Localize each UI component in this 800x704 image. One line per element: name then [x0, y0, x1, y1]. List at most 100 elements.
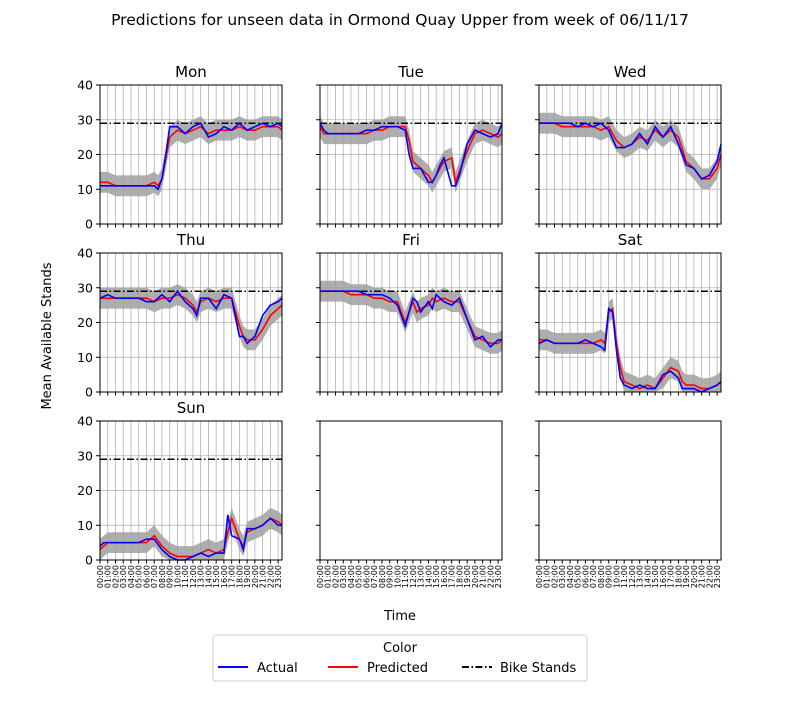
x-tick-label: 08:00 — [597, 565, 606, 588]
x-tick-label: 16:00 — [659, 565, 668, 588]
y-tick-label: 40 — [77, 246, 93, 261]
x-tick-label: 03:00 — [339, 565, 348, 588]
actual-series-line — [99, 514, 282, 561]
actual-series-line — [319, 122, 503, 187]
uncertainty-band — [100, 507, 282, 560]
uncertainty-band — [539, 112, 721, 190]
actual-series-line — [538, 306, 722, 393]
x-tick-label: 12:00 — [628, 565, 637, 588]
x-tick-label: 19:00 — [463, 565, 472, 588]
x-tick-label: 14:00 — [643, 565, 652, 588]
y-tick-label: 20 — [77, 147, 93, 162]
x-tick-label: 08:00 — [158, 565, 167, 588]
x-tick-label: 21:00 — [698, 565, 707, 588]
subplot-title: Mon — [175, 63, 207, 81]
x-tick-label: 03:00 — [558, 565, 567, 588]
x-tick-label: 04:00 — [347, 565, 356, 588]
x-tick-label: 04:00 — [566, 565, 575, 588]
x-tick-label: 22:00 — [266, 565, 275, 588]
x-tick-label: 05:00 — [355, 565, 364, 588]
x-tick-label: 11:00 — [620, 565, 629, 588]
subplot-grid: 0 10 20 30 40 Mon Tue Wed 0 10 20 30 40 Thu Fri Sat 0 10 2… — [77, 63, 722, 588]
x-tick-label: 20:00 — [251, 565, 260, 588]
subplot-title: Thu — [176, 231, 205, 249]
y-tick-label: 10 — [77, 518, 93, 533]
actual-series-line — [99, 289, 283, 345]
x-tick-label: 07:00 — [370, 565, 379, 588]
x-tick-label: 11:00 — [181, 565, 190, 588]
x-tick-label: 17:00 — [667, 565, 676, 588]
x-tick-label: 13:00 — [636, 565, 645, 588]
x-tick-label: 18:00 — [235, 565, 244, 588]
plot-frame — [319, 420, 503, 561]
x-tick-label: 20:00 — [690, 565, 699, 588]
subplot-panel: Fri — [316, 231, 503, 396]
actual-series-line — [539, 122, 722, 180]
subplot-panel: 0 10 20 30 40 Mon — [77, 63, 283, 232]
x-tick-label: 01:00 — [324, 565, 333, 588]
x-tick-label: 20:00 — [471, 565, 480, 588]
x-tick-label: 17:00 — [228, 565, 237, 588]
x-tick-label: 17:00 — [448, 565, 457, 588]
x-tick-label: 09:00 — [605, 565, 614, 588]
x-tick-label: 00:00 — [535, 565, 544, 588]
x-tick-label: 16:00 — [220, 565, 229, 588]
y-tick-label: 40 — [77, 414, 93, 429]
x-tick-label: 06:00 — [581, 565, 590, 588]
x-tick-label: 08:00 — [378, 565, 387, 588]
y-tick-label: 0 — [85, 385, 93, 400]
x-tick-label: 13:00 — [197, 565, 206, 588]
x-tick-label: 02:00 — [111, 565, 120, 588]
y-axis-label: Mean Available Stands — [40, 262, 55, 409]
x-tick-label: 05:00 — [135, 565, 144, 588]
actual-series-line — [100, 122, 283, 191]
x-tick-label: 14:00 — [204, 565, 213, 588]
x-tick-label: 01:00 — [104, 565, 113, 588]
x-tick-label: 22:00 — [486, 565, 495, 588]
subplot-panel: 0 10 20 30 40 Thu — [77, 231, 283, 400]
x-tick-label: 07:00 — [589, 565, 598, 588]
subplot-title: Sat — [618, 231, 643, 249]
x-tick-label: 00:00 — [316, 565, 325, 588]
plot-frame — [538, 420, 722, 561]
y-tick-label: 40 — [77, 78, 93, 93]
x-tick-label: 05:00 — [574, 565, 583, 588]
x-tick-label: 14:00 — [424, 565, 433, 588]
x-tick-label: 09:00 — [386, 565, 395, 588]
x-tick-label: 10:00 — [612, 565, 621, 588]
x-tick-label: 10:00 — [393, 565, 402, 588]
actual-series-line — [320, 290, 502, 349]
legend-predicted-label: Predicted — [367, 661, 428, 676]
x-tick-label: 12:00 — [189, 565, 198, 588]
legend-frame — [212, 634, 588, 682]
x-tick-label: 10:00 — [173, 565, 182, 588]
x-axis-label: Time — [383, 609, 416, 624]
x-tick-label: 18:00 — [674, 565, 683, 588]
x-tick-label: 18:00 — [455, 565, 464, 588]
x-tick-label: 06:00 — [362, 565, 371, 588]
x-tick-label: 19:00 — [682, 565, 691, 588]
uncertainty-band — [100, 116, 282, 197]
x-tick-label: 00:00 — [96, 565, 105, 588]
x-tick-label: 23:00 — [713, 565, 722, 588]
uncertainty-band — [320, 280, 502, 354]
chart-title: Predictions for unseen data in Ormond Qu… — [111, 11, 689, 29]
x-tick-label: 03:00 — [119, 565, 128, 588]
x-tick-label: 02:00 — [331, 565, 340, 588]
legend-actual-label: Actual — [257, 661, 298, 676]
x-tick-label: 23:00 — [274, 565, 283, 588]
uncertainty-band — [539, 298, 721, 392]
x-tick-label: 22:00 — [705, 565, 714, 588]
subplot-panel: 00:0001:0002:0003:0004:0005:0006:0007:00… — [535, 420, 722, 588]
subplot-panel: Sat — [535, 231, 722, 396]
subplot-panel: 00:0001:0002:0003:0004:0005:0006:0007:00… — [316, 420, 503, 588]
x-tick-label: 11:00 — [401, 565, 410, 588]
y-tick-label: 20 — [77, 483, 93, 498]
x-tick-label: 21:00 — [479, 565, 488, 588]
subplot-title: Wed — [614, 63, 647, 81]
x-tick-label: 23:00 — [494, 565, 503, 588]
x-tick-label: 16:00 — [440, 565, 449, 588]
x-tick-label: 21:00 — [259, 565, 268, 588]
x-tick-label: 15:00 — [432, 565, 441, 588]
x-tick-label: 19:00 — [243, 565, 252, 588]
